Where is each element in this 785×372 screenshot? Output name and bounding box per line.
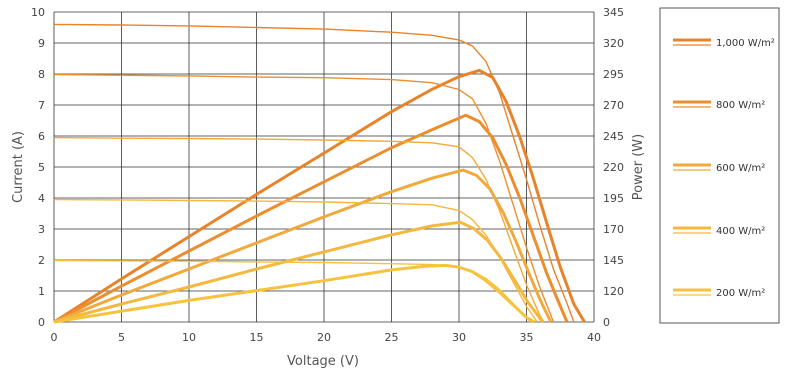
legend: 1,000 W/m² 800 W/m² 600 W/m² 400 W/m² 200 W/… [673, 38, 775, 299]
x-tick-label: 0 [51, 331, 58, 344]
y2-tick-label: 245 [603, 130, 624, 143]
y2-tick-label: 0 [603, 316, 610, 329]
pv-curve-3 [53, 220, 544, 324]
x-tick-label: 5 [118, 331, 125, 344]
pv-curve-0 [53, 68, 586, 324]
y-tick-label: 6 [38, 130, 45, 143]
y2-tick-label: 170 [603, 223, 624, 236]
y-tick-label: 1 [38, 285, 45, 298]
pv-curve-1 [53, 113, 569, 324]
x-tick-label: 35 [520, 331, 534, 344]
iv-curve-0 [53, 23, 575, 323]
legend-label: 1,000 W/m² [716, 38, 775, 49]
y-tick-label: 7 [38, 99, 45, 112]
x-tick-label: 30 [452, 331, 466, 344]
y2-tick-label: 220 [603, 161, 624, 174]
y2-tick-label: 270 [603, 99, 624, 112]
y-tick-label: 3 [38, 223, 45, 236]
legend-label: 200 W/m² [716, 288, 765, 299]
pv-curve-2 [53, 168, 553, 324]
y-axis-label: Current (A) [11, 131, 26, 203]
y-tick-label: 8 [38, 68, 45, 81]
y-tick-label: 2 [38, 254, 45, 267]
iv-curve-1 [53, 73, 555, 323]
iv-curve-2 [53, 136, 545, 323]
grid [53, 11, 595, 323]
y2-tick-label: 345 [603, 6, 624, 19]
x-tick-label: 15 [250, 331, 264, 344]
x-tick-label: 40 [587, 331, 601, 344]
y-tick-label: 0 [38, 316, 45, 329]
y2-tick-label: 120 [603, 285, 624, 298]
legend-label: 600 W/m² [716, 163, 765, 174]
y2-tick-label: 320 [603, 37, 624, 50]
pv-curve-4 [53, 263, 536, 324]
right-axis-ticks: 0 120 145 170 195 220 245 270 295 320 345 [603, 6, 624, 329]
y2-tick-label: 145 [603, 254, 624, 267]
x-tick-label: 20 [317, 331, 331, 344]
x-axis-label: Voltage (V) [287, 354, 359, 369]
legend-label: 400 W/m² [716, 226, 765, 237]
x-tick-label: 25 [385, 331, 399, 344]
legend-label: 800 W/m² [716, 100, 765, 111]
y-tick-label: 9 [38, 37, 45, 50]
y-tick-label: 10 [31, 6, 45, 19]
curves [53, 23, 586, 324]
y-tick-label: 4 [38, 192, 45, 205]
iv-curve-3 [53, 198, 538, 323]
y2-axis-label: Power (W) [631, 134, 646, 200]
y2-tick-label: 295 [603, 68, 624, 81]
y-tick-label: 5 [38, 161, 45, 174]
x-tick-label: 10 [182, 331, 196, 344]
y2-tick-label: 195 [603, 192, 624, 205]
x-axis-ticks: 0 5 10 15 20 25 30 35 40 [51, 331, 602, 344]
left-axis-ticks: 0 1 2 3 4 5 6 7 8 9 10 [31, 6, 45, 329]
